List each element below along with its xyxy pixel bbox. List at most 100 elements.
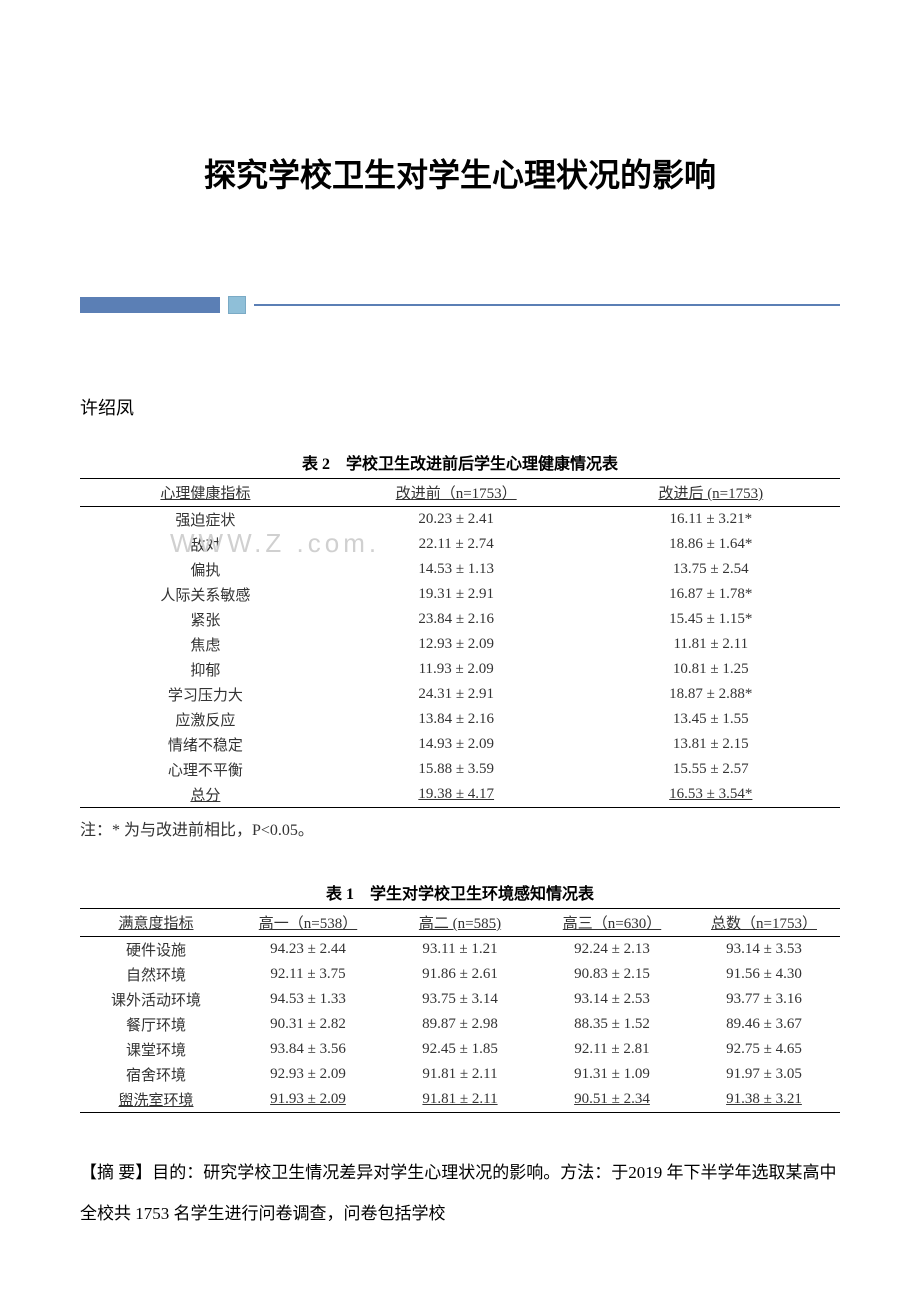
table-cell: 课外活动环境 [80,987,232,1012]
table-cell: 课堂环境 [80,1037,232,1062]
table2-caption: 表 2 学校卫生改进前后学生心理健康情况表 [80,450,840,474]
table-cell: 92.45 ± 1.85 [384,1037,536,1062]
table1-header: 高一（n=538） [232,909,384,937]
table-cell: 16.87 ± 1.78* [582,582,840,607]
table-row: 应激反应13.84 ± 2.1613.45 ± 1.55 [80,707,840,732]
table-row: 学习压力大24.31 ± 2.9118.87 ± 2.88* [80,682,840,707]
table-cell: 总分 [80,782,331,808]
table-cell: 90.31 ± 2.82 [232,1012,384,1037]
table-cell: 88.35 ± 1.52 [536,1012,688,1037]
table-cell: 89.46 ± 3.67 [688,1012,840,1037]
table1-header: 高三（n=630） [536,909,688,937]
table-cell: 11.81 ± 2.11 [582,632,840,657]
table-cell: 90.83 ± 2.15 [536,962,688,987]
table-row: 紧张23.84 ± 2.1615.45 ± 1.15* [80,607,840,632]
table-cell: 13.45 ± 1.55 [582,707,840,732]
table-cell: 18.87 ± 2.88* [582,682,840,707]
table-cell: 91.31 ± 1.09 [536,1062,688,1087]
table-cell: 92.11 ± 2.81 [536,1037,688,1062]
table1: 满意度指标 高一（n=538） 高二 (n=585) 高三（n=630） 总数（… [80,908,840,1113]
table-cell: 心理不平衡 [80,757,331,782]
table-cell: 20.23 ± 2.41 [331,507,582,533]
table1-header: 总数（n=1753） [688,909,840,937]
table-cell: 情绪不稳定 [80,732,331,757]
table-row: 宿舍环境92.93 ± 2.0991.81 ± 2.1191.31 ± 1.09… [80,1062,840,1087]
table-cell: 12.93 ± 2.09 [331,632,582,657]
table-row: 盥洗室环境91.93 ± 2.0991.81 ± 2.1190.51 ± 2.3… [80,1087,840,1113]
table-row: 餐厅环境90.31 ± 2.8289.87 ± 2.9888.35 ± 1.52… [80,1012,840,1037]
table-cell: 91.93 ± 2.09 [232,1087,384,1113]
table-row: 抑郁11.93 ± 2.0910.81 ± 1.25 [80,657,840,682]
table1-caption: 表 1 学生对学校卫生环境感知情况表 [80,880,840,904]
table-cell: 10.81 ± 1.25 [582,657,840,682]
table-cell: 23.84 ± 2.16 [331,607,582,632]
table-cell: 93.77 ± 3.16 [688,987,840,1012]
author-name: 许绍凤 [80,394,840,420]
table-cell: 93.75 ± 3.14 [384,987,536,1012]
table-row: 课堂环境93.84 ± 3.5692.45 ± 1.8592.11 ± 2.81… [80,1037,840,1062]
table-cell: 餐厅环境 [80,1012,232,1037]
table-cell: 94.23 ± 2.44 [232,937,384,963]
table-row: 偏执14.53 ± 1.1313.75 ± 2.54 [80,557,840,582]
table-cell: 13.75 ± 2.54 [582,557,840,582]
table-cell: 94.53 ± 1.33 [232,987,384,1012]
table-cell: 19.38 ± 4.17 [331,782,582,808]
table-cell: 16.11 ± 3.21* [582,507,840,533]
table-cell: 18.86 ± 1.64* [582,532,840,557]
table-cell: 13.84 ± 2.16 [331,707,582,732]
decorative-divider [80,296,840,314]
table-cell: 24.31 ± 2.91 [331,682,582,707]
table-cell: 14.93 ± 2.09 [331,732,582,757]
table-cell: 人际关系敏感 [80,582,331,607]
page-title: 探究学校卫生对学生心理状况的影响 [80,150,840,196]
table-cell: 强迫症状 [80,507,331,533]
table-cell: 焦虑 [80,632,331,657]
divider-bar [80,297,220,313]
table-cell: 自然环境 [80,962,232,987]
table-cell: 宿舍环境 [80,1062,232,1087]
table-cell: 14.53 ± 1.13 [331,557,582,582]
table2: 心理健康指标 改进前（n=1753） 改进后 (n=1753) 强迫症状20.2… [80,478,840,808]
table-cell: 15.88 ± 3.59 [331,757,582,782]
table-cell: 19.31 ± 2.91 [331,582,582,607]
table2-header: 改进后 (n=1753) [582,479,840,507]
table-cell: 22.11 ± 2.74 [331,532,582,557]
table-row: 人际关系敏感19.31 ± 2.9116.87 ± 1.78* [80,582,840,607]
table-row: 情绪不稳定14.93 ± 2.0913.81 ± 2.15 [80,732,840,757]
table2-header-row: 心理健康指标 改进前（n=1753） 改进后 (n=1753) [80,479,840,507]
table-cell: 学习压力大 [80,682,331,707]
table-cell: 91.86 ± 2.61 [384,962,536,987]
table-cell: 93.14 ± 2.53 [536,987,688,1012]
table1-header: 高二 (n=585) [384,909,536,937]
table-cell: 敌对 [80,532,331,557]
table-row: 硬件设施94.23 ± 2.4493.11 ± 1.2192.24 ± 2.13… [80,937,840,963]
table-row: 焦虑12.93 ± 2.0911.81 ± 2.11 [80,632,840,657]
table-cell: 91.56 ± 4.30 [688,962,840,987]
divider-line [254,304,840,306]
table-row: 课外活动环境94.53 ± 1.3393.75 ± 3.1493.14 ± 2.… [80,987,840,1012]
table2-header: 心理健康指标 [80,479,331,507]
table-cell: 91.81 ± 2.11 [384,1062,536,1087]
table-cell: 紧张 [80,607,331,632]
table-cell: 92.24 ± 2.13 [536,937,688,963]
table1-header: 满意度指标 [80,909,232,937]
table-cell: 92.75 ± 4.65 [688,1037,840,1062]
table-cell: 89.87 ± 2.98 [384,1012,536,1037]
table-cell: 15.55 ± 2.57 [582,757,840,782]
table1-header-row: 满意度指标 高一（n=538） 高二 (n=585) 高三（n=630） 总数（… [80,909,840,937]
table-cell: 盥洗室环境 [80,1087,232,1113]
table-cell: 偏执 [80,557,331,582]
table-cell: 93.14 ± 3.53 [688,937,840,963]
table-row: 心理不平衡15.88 ± 3.5915.55 ± 2.57 [80,757,840,782]
table-cell: 90.51 ± 2.34 [536,1087,688,1113]
table-cell: 抑郁 [80,657,331,682]
table-row: 自然环境92.11 ± 3.7591.86 ± 2.6190.83 ± 2.15… [80,962,840,987]
table2-header: 改进前（n=1753） [331,479,582,507]
table-cell: 92.11 ± 3.75 [232,962,384,987]
table-row: 敌对22.11 ± 2.7418.86 ± 1.64* [80,532,840,557]
table-cell: 91.97 ± 3.05 [688,1062,840,1087]
table-cell: 91.38 ± 3.21 [688,1087,840,1113]
table-cell: 应激反应 [80,707,331,732]
table-cell: 16.53 ± 3.54* [582,782,840,808]
table-cell: 15.45 ± 1.15* [582,607,840,632]
